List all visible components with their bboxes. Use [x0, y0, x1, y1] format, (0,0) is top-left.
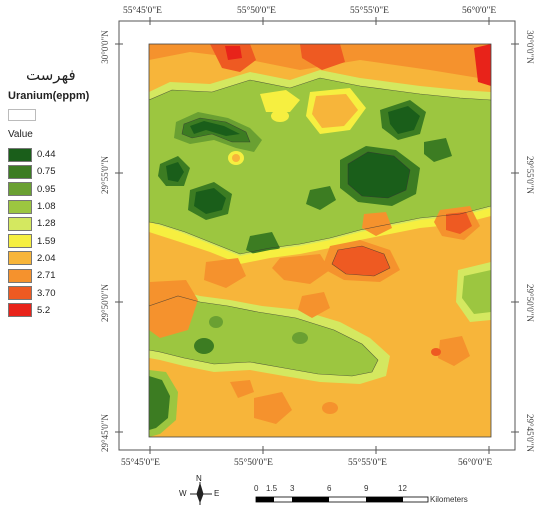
legend-item-label: 5.2: [37, 304, 51, 316]
legend-swatch: [8, 147, 32, 162]
legend-swatch: [8, 182, 32, 197]
legend-class-list: 0.44 0.75 0.95 1.08 1.28 1.59 2.04 2.71 …: [8, 146, 56, 319]
scale-unit-label: Kilometers: [430, 495, 468, 504]
legend-item: 1.59: [8, 232, 56, 249]
legend-swatch: [8, 234, 32, 249]
legend-value-header: Value: [8, 129, 33, 140]
graticule-ticks: [115, 17, 519, 454]
legend-item-label: 1.59: [37, 235, 56, 247]
legend-swatch: [8, 199, 32, 214]
lon-label-top: 56°0'0"E: [462, 6, 497, 16]
lon-label-bottom: 56°0'0"E: [458, 458, 493, 468]
lon-label-bottom: 55°50'0"E: [234, 458, 273, 468]
legend-item: 5.2: [8, 302, 56, 319]
legend-item: 0.44: [8, 146, 56, 163]
legend-item: 0.75: [8, 163, 56, 180]
north-arrow-w-label: W: [179, 489, 187, 498]
legend-item-label: 2.04: [37, 252, 56, 264]
lon-label-top: 55°45'0"E: [123, 6, 162, 16]
contour-zones: [149, 44, 491, 437]
legend-blank-swatch: [8, 109, 36, 121]
north-arrow-e-label: E: [214, 489, 220, 498]
legend-item: 3.70: [8, 284, 56, 301]
legend-title: فهرست: [26, 66, 76, 84]
scale-tick-label: 1.5: [266, 484, 278, 493]
legend-item: 1.28: [8, 215, 56, 232]
legend-item: 2.71: [8, 267, 56, 284]
lon-label-bottom: 55°45'0"E: [121, 458, 160, 468]
north-arrow-icon: [190, 482, 212, 505]
legend-item-label: 2.71: [37, 270, 56, 282]
lon-label-top: 55°50'0"E: [237, 6, 276, 16]
legend-swatch: [8, 268, 32, 283]
legend-swatch: [8, 164, 32, 179]
legend-item: 1.08: [8, 198, 56, 215]
scale-tick-label: 6: [327, 484, 332, 493]
legend-swatch: [8, 216, 32, 231]
legend-item-label: 0.44: [37, 149, 56, 161]
legend-swatch: [8, 303, 32, 318]
north-arrow-n-label: N: [196, 474, 202, 483]
scale-tick-label: 0: [254, 484, 259, 493]
scale-tick-label: 12: [398, 484, 407, 493]
lon-label-bottom: 55°55'0"E: [348, 458, 387, 468]
legend-swatch: [8, 286, 32, 301]
scale-tick-label: 3: [290, 484, 295, 493]
legend-item: 0.95: [8, 181, 56, 198]
legend-item-label: 0.75: [37, 166, 56, 178]
lon-label-top: 55°55'0"E: [350, 6, 389, 16]
legend-item-label: 0.95: [37, 183, 56, 195]
legend-item: 2.04: [8, 250, 56, 267]
legend-item-label: 1.28: [37, 218, 56, 230]
legend-swatch: [8, 251, 32, 266]
legend-item-label: 1.08: [37, 201, 56, 213]
scale-tick-label: 9: [364, 484, 369, 493]
legend-item-label: 3.70: [37, 287, 56, 299]
map-frame: [118, 20, 516, 451]
legend-variable-label: Uranium(eppm): [8, 90, 90, 102]
scale-bar: [255, 496, 429, 503]
